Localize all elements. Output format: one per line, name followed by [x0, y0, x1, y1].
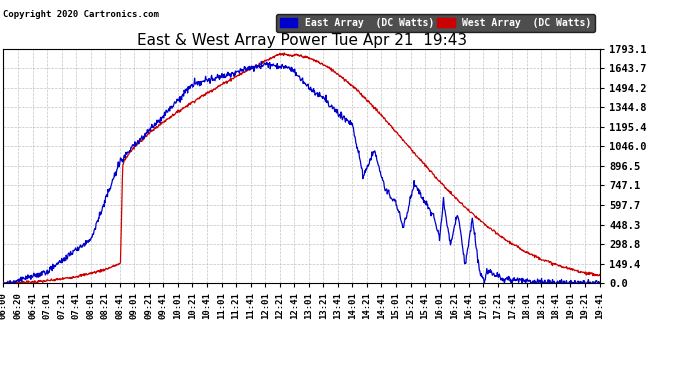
Text: Copyright 2020 Cartronics.com: Copyright 2020 Cartronics.com [3, 10, 159, 19]
Legend: East Array  (DC Watts), West Array  (DC Watts): East Array (DC Watts), West Array (DC Wa… [276, 14, 595, 32]
Title: East & West Array Power Tue Apr 21  19:43: East & West Array Power Tue Apr 21 19:43 [137, 33, 467, 48]
